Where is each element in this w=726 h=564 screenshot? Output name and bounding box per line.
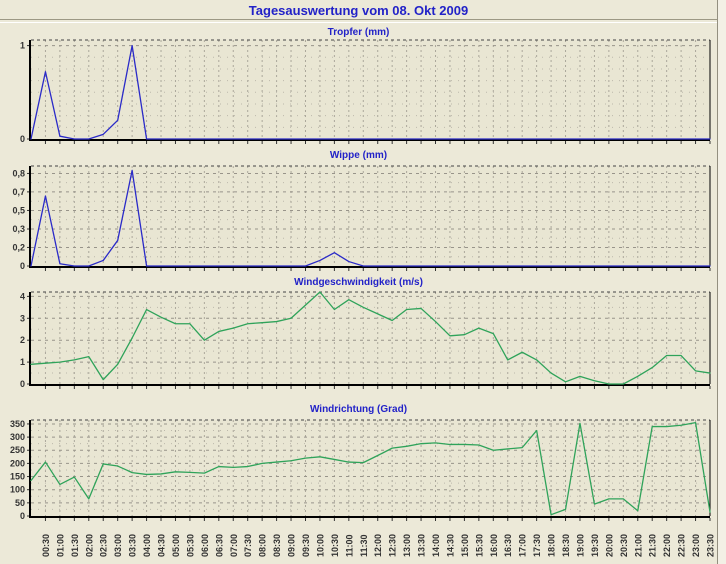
chart-title-wippe: Wippe (mm) (329, 150, 388, 161)
x-tick-label: 08:30 (272, 534, 282, 557)
y-tick-label: 200 (10, 458, 25, 468)
x-tick-label: 21:00 (633, 534, 643, 557)
y-tick-label: 4 (20, 291, 25, 301)
x-tick-label: 15:30 (474, 534, 484, 557)
plot-area (31, 40, 710, 139)
x-tick-label: 19:00 (575, 534, 585, 557)
x-tick-label: 09:30 (301, 534, 311, 557)
y-tick-label: 150 (10, 472, 25, 482)
x-tick-label: 08:00 (258, 534, 268, 557)
windgeschwindigkeit-line (30, 291, 711, 385)
chart-title-windrichtung: Windrichtung (Grad) (309, 404, 408, 415)
x-tick-label: 06:30 (214, 534, 224, 557)
y-tick-label: 100 (10, 485, 25, 495)
y-tick-label: 1 (20, 41, 25, 51)
x-tick-label: 07:00 (229, 534, 239, 557)
chart-title-tropfer: Tropfer (mm) (327, 27, 390, 38)
x-tick-label: 23:00 (691, 534, 701, 557)
windrichtung-line (30, 421, 711, 516)
x-tick-label: 11:30 (359, 534, 369, 557)
y-tick-label: 0,3 (12, 224, 25, 234)
x-tick-label: 14:00 (431, 534, 441, 557)
chart-title-windgeschwindigkeit: Windgeschwindigkeit (m/s) (294, 277, 423, 288)
x-tick-label: 15:00 (460, 534, 470, 557)
x-tick-label: 20:30 (619, 534, 629, 557)
x-tick-label: 19:30 (590, 534, 600, 557)
plot-area (31, 420, 710, 516)
chart-tropfer: 10 (20, 39, 711, 144)
x-tick-label: 03:00 (113, 534, 123, 557)
x-tick-label: 18:00 (547, 534, 557, 557)
y-tick-label: 0,7 (12, 187, 25, 197)
title-divider (0, 19, 717, 23)
x-tick-label: 17:00 (518, 534, 528, 557)
x-tick-label: 14:30 (445, 534, 455, 557)
page-title: Tagesauswertung vom 08. Okt 2009 (248, 3, 469, 18)
x-tick-label: 05:30 (185, 534, 195, 557)
y-tick-label: 3 (20, 313, 25, 323)
plot-area (31, 166, 710, 266)
plot-area (31, 292, 710, 384)
x-tick-label: 06:00 (200, 534, 210, 557)
y-tick-label: 0,5 (12, 205, 25, 215)
wippe-line (30, 169, 711, 267)
x-tick-label: 16:00 (489, 534, 499, 557)
y-tick-label: 0 (20, 511, 25, 521)
x-tick-label: 18:30 (561, 534, 571, 557)
x-tick-label: 04:30 (157, 534, 167, 557)
x-tick-label: 22:30 (677, 534, 687, 557)
x-tick-label: 04:00 (142, 534, 152, 557)
x-tick-label: 13:00 (402, 534, 412, 557)
y-tick-label: 1 (20, 357, 25, 367)
x-tick-label: 03:30 (128, 534, 138, 557)
x-tick-label: 21:30 (648, 534, 658, 557)
x-tick-label: 07:30 (243, 534, 253, 557)
y-tick-label: 2 (20, 335, 25, 345)
x-tick-label: 01:30 (70, 534, 80, 557)
y-tick-label: 0 (20, 261, 25, 271)
y-tick-label: 350 (10, 419, 25, 429)
x-tick-label: 16:30 (503, 534, 513, 557)
tropfer-line (30, 44, 711, 140)
x-tick-label: 12:00 (373, 534, 383, 557)
chart-windrichtung: 350 300 250 200 150 100 50 0 00:30 01:00 01:30 02:0… (10, 419, 716, 557)
x-tick-label: 10:30 (330, 534, 340, 557)
x-tick-label: 00:30 (41, 534, 51, 557)
x-tick-label: 05:00 (171, 534, 181, 557)
chart-windgeschwindigkeit: 4 3 2 1 0 (20, 291, 711, 389)
right-panel-strip (717, 0, 726, 564)
y-tick-label: 250 (10, 445, 25, 455)
x-tick-label: 02:00 (84, 534, 94, 557)
x-tick-label: 10:00 (315, 534, 325, 557)
y-tick-label: 0,2 (12, 242, 25, 252)
y-tick-label: 0 (20, 134, 25, 144)
x-tick-label: 17:30 (532, 534, 542, 557)
x-tick-label: 11:00 (344, 534, 354, 557)
x-tick-label: 01:00 (55, 534, 65, 557)
x-tick-label: 23:30 (706, 534, 716, 557)
y-tick-label: 0,8 (12, 168, 25, 178)
chart-wippe: 0,8 0,7 0,5 0,3 0,2 0 (12, 165, 711, 271)
x-tick-label: 12:30 (388, 534, 398, 557)
y-tick-label: 300 (10, 432, 25, 442)
x-tick-label: 20:00 (604, 534, 614, 557)
y-tick-label: 0 (20, 379, 25, 389)
x-tick-label: 09:00 (287, 534, 297, 557)
x-tick-label: 13:30 (417, 534, 427, 557)
x-tick-label: 02:30 (99, 534, 109, 557)
x-tick-label: 22:00 (662, 534, 672, 557)
y-tick-label: 50 (15, 498, 25, 508)
